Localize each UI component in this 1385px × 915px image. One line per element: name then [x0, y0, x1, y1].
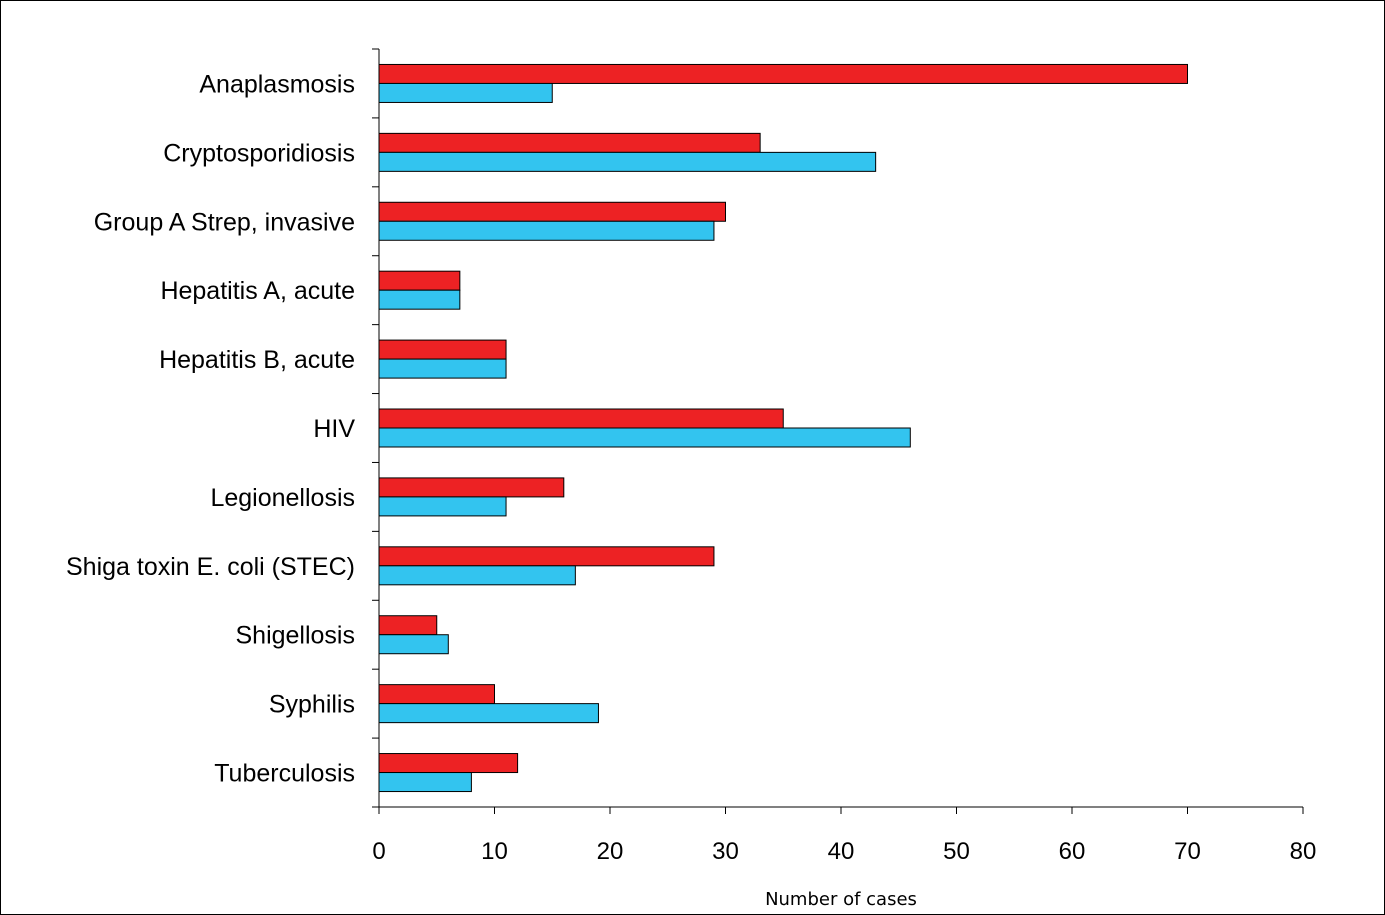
bar-series-2-9 [378, 703, 599, 724]
bar-series-1-4 [378, 339, 507, 360]
x-tick-label: 30 [712, 838, 739, 865]
y-axis [372, 48, 380, 808]
x-tick-label: 70 [1174, 838, 1201, 865]
bar-series-1-0 [378, 63, 1188, 84]
bar-series-2-4 [378, 358, 507, 379]
x-axis-title: Number of cases [765, 889, 917, 910]
category-label: Hepatitis B, acute [159, 346, 355, 374]
bars-group [378, 63, 1188, 793]
category-label: HIV [313, 415, 355, 443]
x-tick-label: 10 [481, 838, 508, 865]
category-label: Shigellosis [235, 622, 355, 650]
bar-series-2-7 [378, 565, 576, 586]
bar-series-1-8 [378, 615, 438, 636]
bar-series-1-3 [378, 270, 461, 291]
bar-series-1-5 [378, 408, 784, 429]
bar-series-1-9 [378, 684, 495, 705]
bar-series-2-5 [378, 427, 911, 448]
x-tick-label: 60 [1059, 838, 1086, 865]
x-tick-label: 0 [372, 838, 385, 865]
bar-series-1-2 [378, 201, 726, 222]
bar-series-1-1 [378, 132, 761, 153]
category-label: Shiga toxin E. coli (STEC) [66, 553, 355, 581]
bar-series-2-3 [378, 289, 461, 310]
bar-series-1-6 [378, 477, 565, 498]
bar-series-2-1 [378, 151, 877, 172]
bar-series-1-10 [378, 753, 519, 774]
bar-series-2-8 [378, 634, 449, 655]
bar-series-2-6 [378, 496, 507, 517]
category-label: Anaplasmosis [199, 70, 355, 98]
category-label: Legionellosis [210, 484, 355, 512]
x-tick-label: 80 [1290, 838, 1317, 865]
bar-series-2-0 [378, 82, 553, 103]
x-tick-label: 50 [943, 838, 970, 865]
x-axis: 0 10 20 30 40 50 60 70 80 [372, 806, 1317, 865]
x-tick-label: 20 [597, 838, 624, 865]
category-label: Syphilis [269, 691, 355, 719]
bar-series-2-2 [378, 220, 715, 241]
category-label: Group A Strep, invasive [94, 208, 355, 236]
category-label: Cryptosporidiosis [163, 139, 355, 167]
bar-series-2-10 [378, 772, 472, 793]
bar-series-1-7 [378, 546, 715, 567]
category-labels: Anaplasmosis Cryptosporidiosis Group A Str… [66, 70, 355, 787]
x-tick-label: 40 [828, 838, 855, 865]
category-label: Tuberculosis [214, 760, 355, 788]
category-label: Hepatitis A, acute [160, 277, 355, 305]
